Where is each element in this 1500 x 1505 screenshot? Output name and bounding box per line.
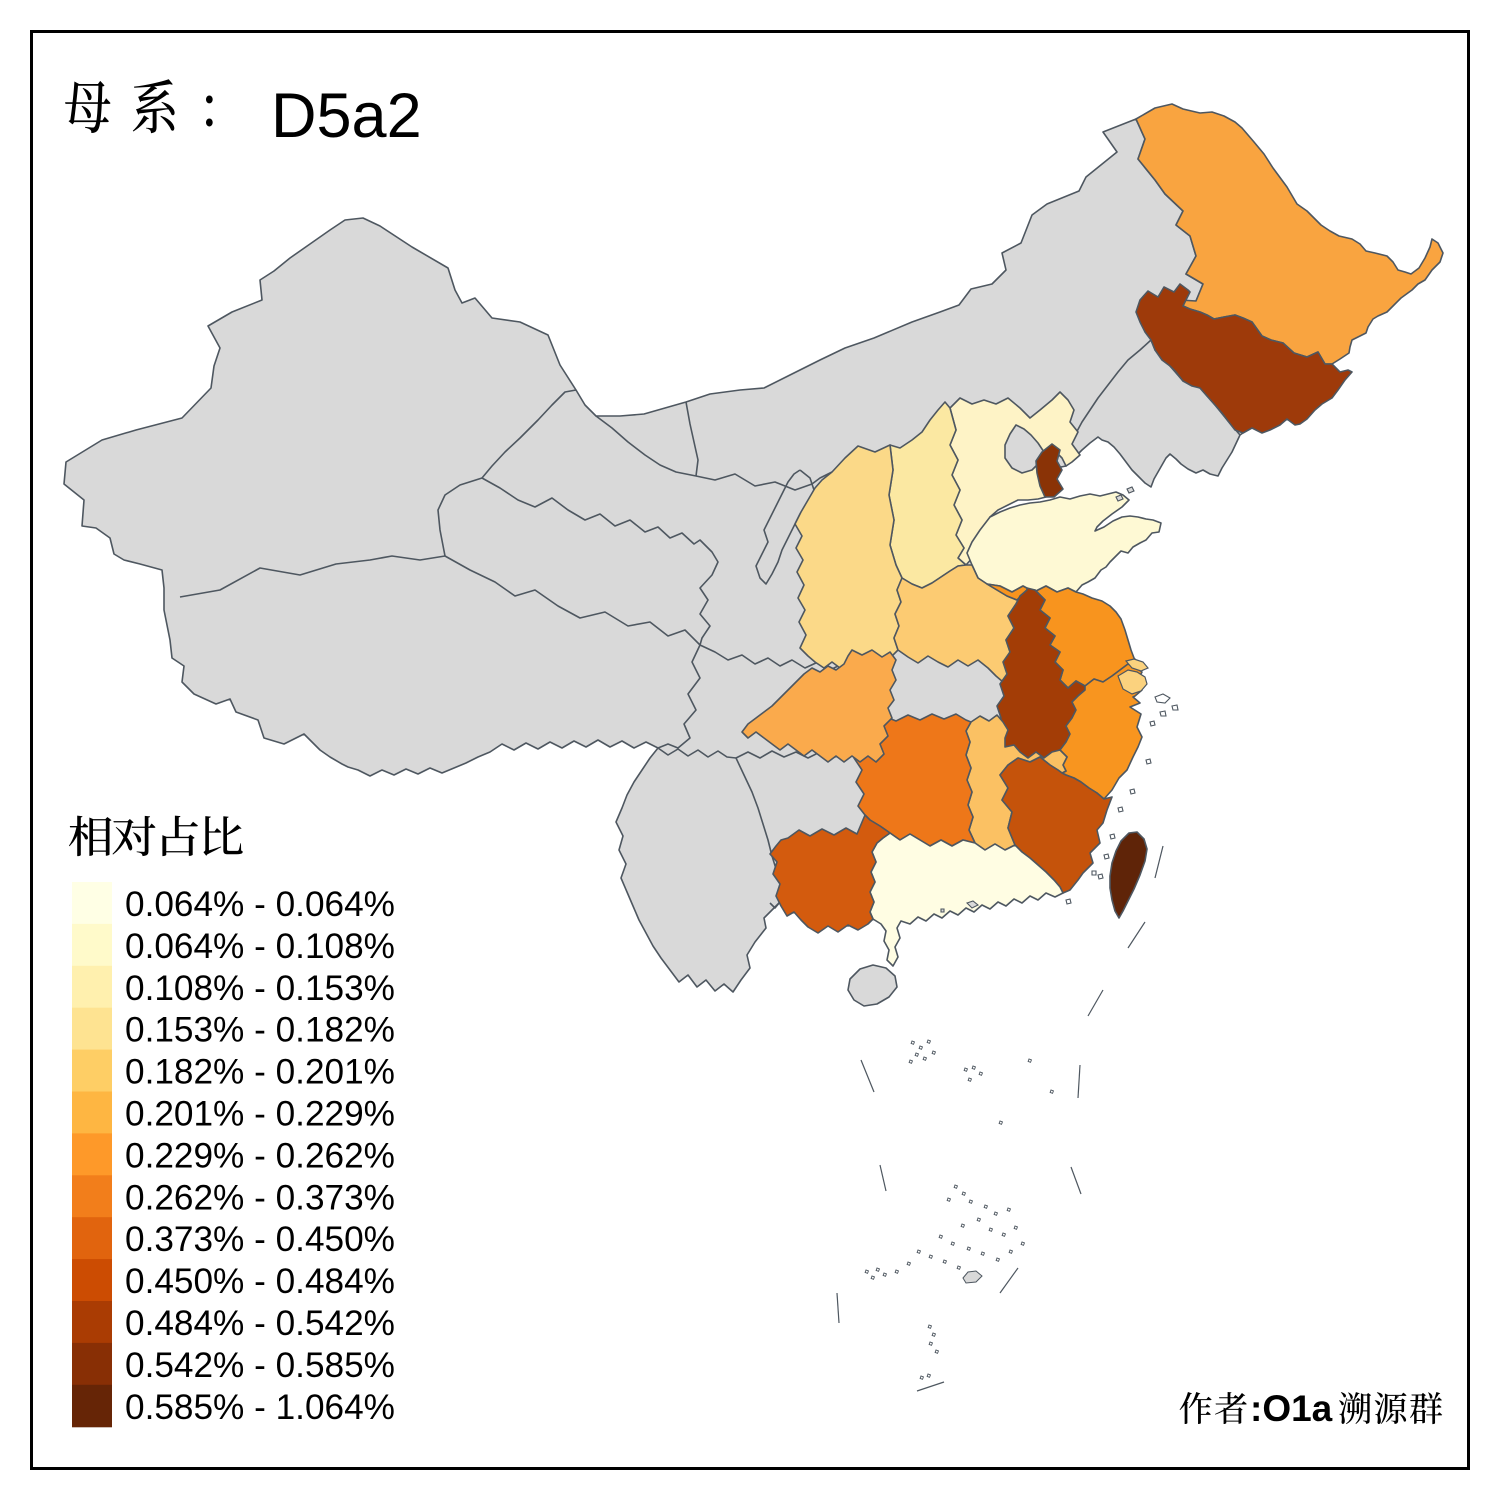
svg-text:D5a2: D5a2 (271, 81, 422, 151)
svg-text:0.108% - 0.153%: 0.108% - 0.153% (125, 969, 395, 1008)
svg-text:0.450% - 0.484%: 0.450% - 0.484% (125, 1262, 395, 1301)
svg-text:0.182% - 0.201%: 0.182% - 0.201% (125, 1053, 395, 1092)
svg-text:0.064% - 0.108%: 0.064% - 0.108% (125, 927, 395, 966)
svg-text::O1a: :O1a (1250, 1388, 1333, 1429)
svg-text:0.064% - 0.064%: 0.064% - 0.064% (125, 885, 395, 924)
svg-text:0.201% - 0.229%: 0.201% - 0.229% (125, 1095, 395, 1134)
svg-text:0.542% - 0.585%: 0.542% - 0.585% (125, 1346, 395, 1385)
svg-text:0.585% - 1.064%: 0.585% - 1.064% (125, 1388, 395, 1427)
svg-text:0.484% - 0.542%: 0.484% - 0.542% (125, 1304, 395, 1343)
svg-text:0.153% - 0.182%: 0.153% - 0.182% (125, 1011, 395, 1050)
svg-text:0.373% - 0.450%: 0.373% - 0.450% (125, 1220, 395, 1259)
svg-text:0.229% - 0.262%: 0.229% - 0.262% (125, 1136, 395, 1175)
svg-text:0.262% - 0.373%: 0.262% - 0.373% (125, 1178, 395, 1217)
